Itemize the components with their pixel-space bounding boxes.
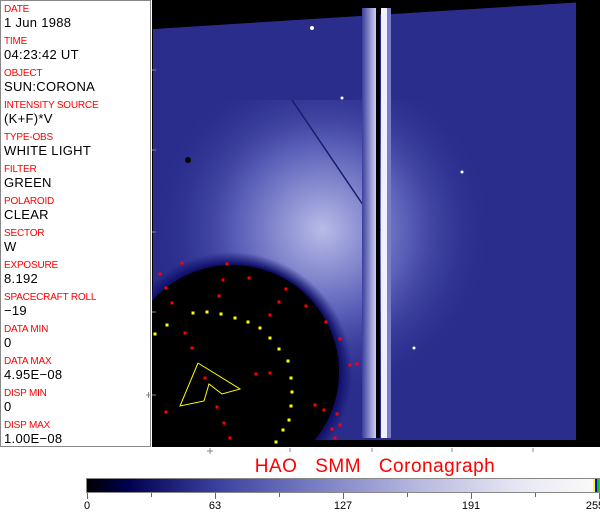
field-label: TYPE-OBS xyxy=(4,132,53,143)
overlay-point xyxy=(164,286,168,290)
overlay-polygon xyxy=(179,362,242,407)
colorbar-tick-label: 191 xyxy=(461,500,481,512)
colorbar-tick xyxy=(535,493,536,497)
field-value: 0 xyxy=(4,335,12,350)
overlay-point xyxy=(254,372,258,376)
overlay-point xyxy=(289,404,293,408)
overlay-point xyxy=(219,312,223,316)
overlay-point xyxy=(322,408,326,412)
overlay-point xyxy=(190,346,194,350)
field-value: 4.95E−08 xyxy=(4,367,63,382)
overlay-point xyxy=(335,412,339,416)
colorbar-tick xyxy=(87,493,88,499)
overlay-point xyxy=(225,262,229,266)
instrument-title: HAO SMM Coronagraph xyxy=(254,456,496,477)
field-value: 8.192 xyxy=(4,271,39,286)
overlay-point xyxy=(333,436,337,440)
overlay-point xyxy=(338,337,342,341)
overlay-point xyxy=(277,347,281,351)
field-label: DISP MAX xyxy=(4,420,51,431)
overlay-red-points xyxy=(158,261,359,440)
overlay-point xyxy=(268,336,272,340)
occulter-disk xyxy=(125,265,339,479)
overlay-point xyxy=(183,331,187,335)
overlay-point xyxy=(268,371,272,375)
overlay-point xyxy=(222,421,226,425)
field-value: SUN:CORONA xyxy=(4,79,96,94)
colorbar-tick xyxy=(343,493,344,499)
overlay-point xyxy=(268,313,272,317)
overlay-yellow-points xyxy=(153,310,294,444)
field-value: CLEAR xyxy=(4,207,49,222)
colorbar-tick-label: 0 xyxy=(83,500,91,512)
overlay-point xyxy=(153,332,157,336)
field-label: DATA MIN xyxy=(4,324,49,335)
field-label: OBJECT xyxy=(4,68,43,79)
field-value: 1.00E−08 xyxy=(4,431,63,446)
field-label: POLAROID xyxy=(4,196,55,207)
field-label: EXPOSURE xyxy=(4,260,58,271)
header-info-panel: DATE 1 Jun 1988 TIME 04:23:42 UT OBJECT SUN:C… xyxy=(0,0,151,447)
field-value: 04:23:42 UT xyxy=(4,47,79,62)
overlay-point xyxy=(203,376,207,380)
colorbar-tick-label: 255 xyxy=(585,500,600,512)
field-value: W xyxy=(4,239,17,254)
overlay-point xyxy=(355,362,359,366)
overlay-point xyxy=(313,403,317,407)
field-value: −19 xyxy=(4,303,27,318)
overlay-point xyxy=(330,427,334,431)
overlay-point xyxy=(180,261,184,265)
overlay-point xyxy=(290,390,294,394)
overlay-point xyxy=(289,376,293,380)
overlay-point xyxy=(164,410,168,414)
field-label: SECTOR xyxy=(4,228,45,239)
overlay-point xyxy=(170,301,174,305)
field-label: DATA MAX xyxy=(4,356,52,367)
field-value: 1 Jun 1988 xyxy=(4,15,72,30)
overlay-point xyxy=(233,316,237,320)
colorbar-tick xyxy=(471,493,472,499)
coronagraph-svg xyxy=(107,0,600,497)
overlay-point xyxy=(158,272,162,276)
overlay-point xyxy=(258,326,262,330)
overlay-point xyxy=(247,276,251,280)
colorbar-tick xyxy=(279,493,280,497)
overlay-point xyxy=(221,278,225,282)
field-label: SPACECRAFT ROLL xyxy=(4,292,97,303)
overlay-point xyxy=(324,320,328,324)
overlay-point xyxy=(274,440,278,444)
overlay-point xyxy=(348,363,352,367)
colorbar xyxy=(86,478,600,493)
field-label: DISP MIN xyxy=(4,388,47,399)
overlay-point xyxy=(228,436,232,440)
colorbar-tick xyxy=(215,493,216,499)
overlay-point xyxy=(215,405,219,409)
overlay-point xyxy=(281,428,285,432)
overlay-point xyxy=(284,287,288,291)
overlay-point xyxy=(286,359,290,363)
overlay-point xyxy=(277,300,281,304)
overlay-point xyxy=(287,418,291,422)
overlay-point xyxy=(165,323,169,327)
axis-ticks xyxy=(146,392,534,454)
overlay-point xyxy=(191,311,195,315)
field-label: FILTER xyxy=(4,164,37,175)
field-label: INTENSITY SOURCE xyxy=(4,100,99,111)
overlay-point xyxy=(205,310,209,314)
overlay-point xyxy=(246,320,250,324)
colorbar-tick-label: 63 xyxy=(208,500,222,512)
field-value: 0 xyxy=(4,399,12,414)
coronagraph-image xyxy=(107,0,600,497)
field-value: WHITE LIGHT xyxy=(4,143,92,158)
overlay-point xyxy=(217,294,221,298)
overlay-point xyxy=(304,304,308,308)
colorbar-tick-label: 127 xyxy=(333,500,353,512)
field-label: TIME xyxy=(4,36,28,47)
overlay-point xyxy=(338,423,342,427)
field-label: DATE xyxy=(4,4,30,15)
field-value: (K+F)*V xyxy=(4,111,53,126)
field-value: GREEN xyxy=(4,175,52,190)
colorbar-tick xyxy=(407,493,408,497)
colorbar-tick xyxy=(151,493,152,497)
